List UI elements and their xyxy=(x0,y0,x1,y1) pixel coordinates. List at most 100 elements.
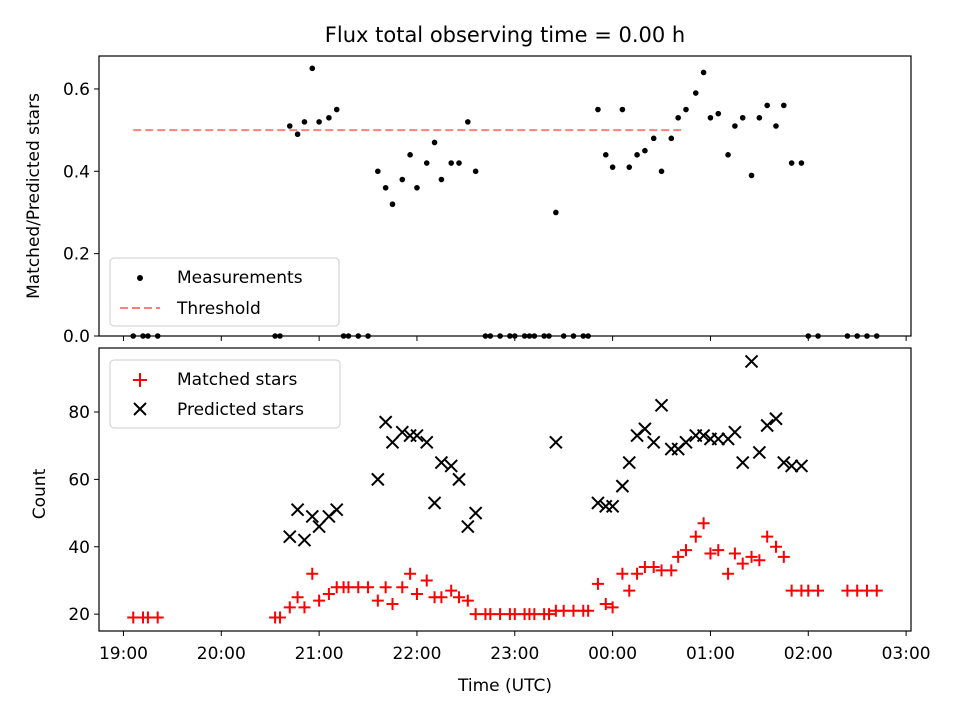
predicted-star-point xyxy=(638,422,652,436)
matched-star-point xyxy=(322,587,335,600)
bottom-legend-box xyxy=(109,359,341,429)
measurement-point xyxy=(316,119,322,125)
matched-star-point xyxy=(631,567,644,580)
measurement-point xyxy=(756,114,763,121)
matched-star-point xyxy=(379,581,392,594)
x-tick-label: 03:00 xyxy=(882,644,931,664)
matched-star-point xyxy=(679,544,692,557)
matched-star-point xyxy=(722,567,735,580)
bottom-y-ticks: 20 40 60 80 xyxy=(68,403,99,625)
matched-star-point xyxy=(623,584,636,597)
measurement-point xyxy=(788,160,795,166)
matched-star-point xyxy=(386,598,399,611)
predicted-star-point xyxy=(371,472,385,487)
predicted-star-point xyxy=(777,455,791,470)
top-legend-box xyxy=(109,257,340,327)
matched-star-point xyxy=(870,584,883,597)
matched-star-point xyxy=(745,550,758,563)
matched-star-point xyxy=(362,581,375,594)
measurement-point xyxy=(642,147,648,154)
measurement-point xyxy=(764,102,770,109)
y-tick-label: 0.4 xyxy=(63,162,90,182)
matched-star-point xyxy=(582,604,595,617)
legend-matched-label: Matched stars xyxy=(177,370,297,390)
measurement-point xyxy=(683,106,689,113)
x-tick-label: 22:00 xyxy=(392,644,441,664)
legend-measurements-marker xyxy=(137,275,143,281)
measurement-point xyxy=(438,176,445,183)
predicted-star-point xyxy=(591,496,605,510)
matched-star-point xyxy=(689,530,702,543)
top-y-ticks: 0.0 0.2 0.4 0.6 xyxy=(63,80,99,347)
matched-star-point xyxy=(435,591,448,604)
predicted-stars-points xyxy=(283,354,809,547)
x-tick-label: 19:00 xyxy=(99,644,148,664)
measurement-point xyxy=(375,168,381,175)
predicted-star-point xyxy=(378,415,393,429)
top-legend: Measurements Threshold xyxy=(109,257,340,327)
matched-star-point xyxy=(453,591,466,604)
matched-star-point xyxy=(313,594,326,607)
measurement-point xyxy=(798,160,805,166)
matched-star-point xyxy=(728,547,741,560)
predicted-star-point xyxy=(794,459,809,473)
x-tick-label: 23:00 xyxy=(490,644,539,664)
y-tick-label: 60 xyxy=(68,470,90,490)
predicted-star-point xyxy=(615,479,630,493)
measurement-point xyxy=(634,152,640,158)
predicted-star-point xyxy=(549,435,563,450)
measurement-point xyxy=(382,184,389,191)
predicted-star-point xyxy=(468,506,483,520)
y-tick-label: 0.0 xyxy=(63,327,90,347)
matched-star-point xyxy=(812,584,825,597)
predicted-star-point xyxy=(461,519,475,534)
measurement-point xyxy=(399,176,406,183)
matched-star-point xyxy=(283,601,296,614)
predicted-star-point xyxy=(410,428,424,443)
matched-star-point xyxy=(404,567,417,580)
measurement-point xyxy=(595,106,601,113)
measurement-point xyxy=(431,139,438,146)
predicted-star-point xyxy=(784,459,799,473)
x-tick-label: 01:00 xyxy=(686,644,735,664)
matched-star-point xyxy=(704,547,717,560)
legend-threshold-label: Threshold xyxy=(176,299,261,319)
predicted-star-point xyxy=(728,425,742,439)
predicted-star-point xyxy=(752,445,767,460)
matched-star-point xyxy=(396,581,409,594)
measurement-point xyxy=(700,69,707,76)
measurement-point xyxy=(389,201,396,208)
predicted-star-point xyxy=(769,412,783,426)
top-panel: Flux total observing time = 0.00 h Match… xyxy=(24,23,912,347)
measurement-point xyxy=(472,168,479,175)
predicted-star-point xyxy=(452,472,466,487)
matched-star-point xyxy=(291,591,304,604)
matched-star-point xyxy=(371,594,384,607)
measurement-point xyxy=(553,209,559,216)
legend-predicted-marker xyxy=(133,402,147,416)
top-y-axis-label: Matched/Predicted stars xyxy=(24,93,44,299)
y-tick-label: 0.2 xyxy=(63,245,90,265)
measurement-points xyxy=(130,65,880,339)
measurement-point xyxy=(692,90,699,96)
predicted-star-point xyxy=(290,503,305,517)
bottom-y-axis-label: Count xyxy=(30,468,50,519)
matched-star-point xyxy=(672,550,685,563)
predicted-star-point xyxy=(736,455,750,470)
measurement-point xyxy=(609,164,616,170)
measurement-point xyxy=(732,123,738,129)
predicted-star-point xyxy=(605,499,620,514)
matched-star-point xyxy=(753,554,766,567)
matched-star-point xyxy=(306,567,319,580)
measurement-point xyxy=(309,65,316,72)
measurement-point xyxy=(465,119,471,125)
matched-star-point xyxy=(273,611,286,624)
predicted-star-point xyxy=(646,435,661,450)
measurement-point xyxy=(326,114,332,121)
measurement-point xyxy=(294,131,301,138)
matched-star-point xyxy=(665,564,678,577)
matched-star-point xyxy=(616,567,629,580)
matched-star-point xyxy=(697,517,710,530)
measurement-point xyxy=(658,168,665,175)
